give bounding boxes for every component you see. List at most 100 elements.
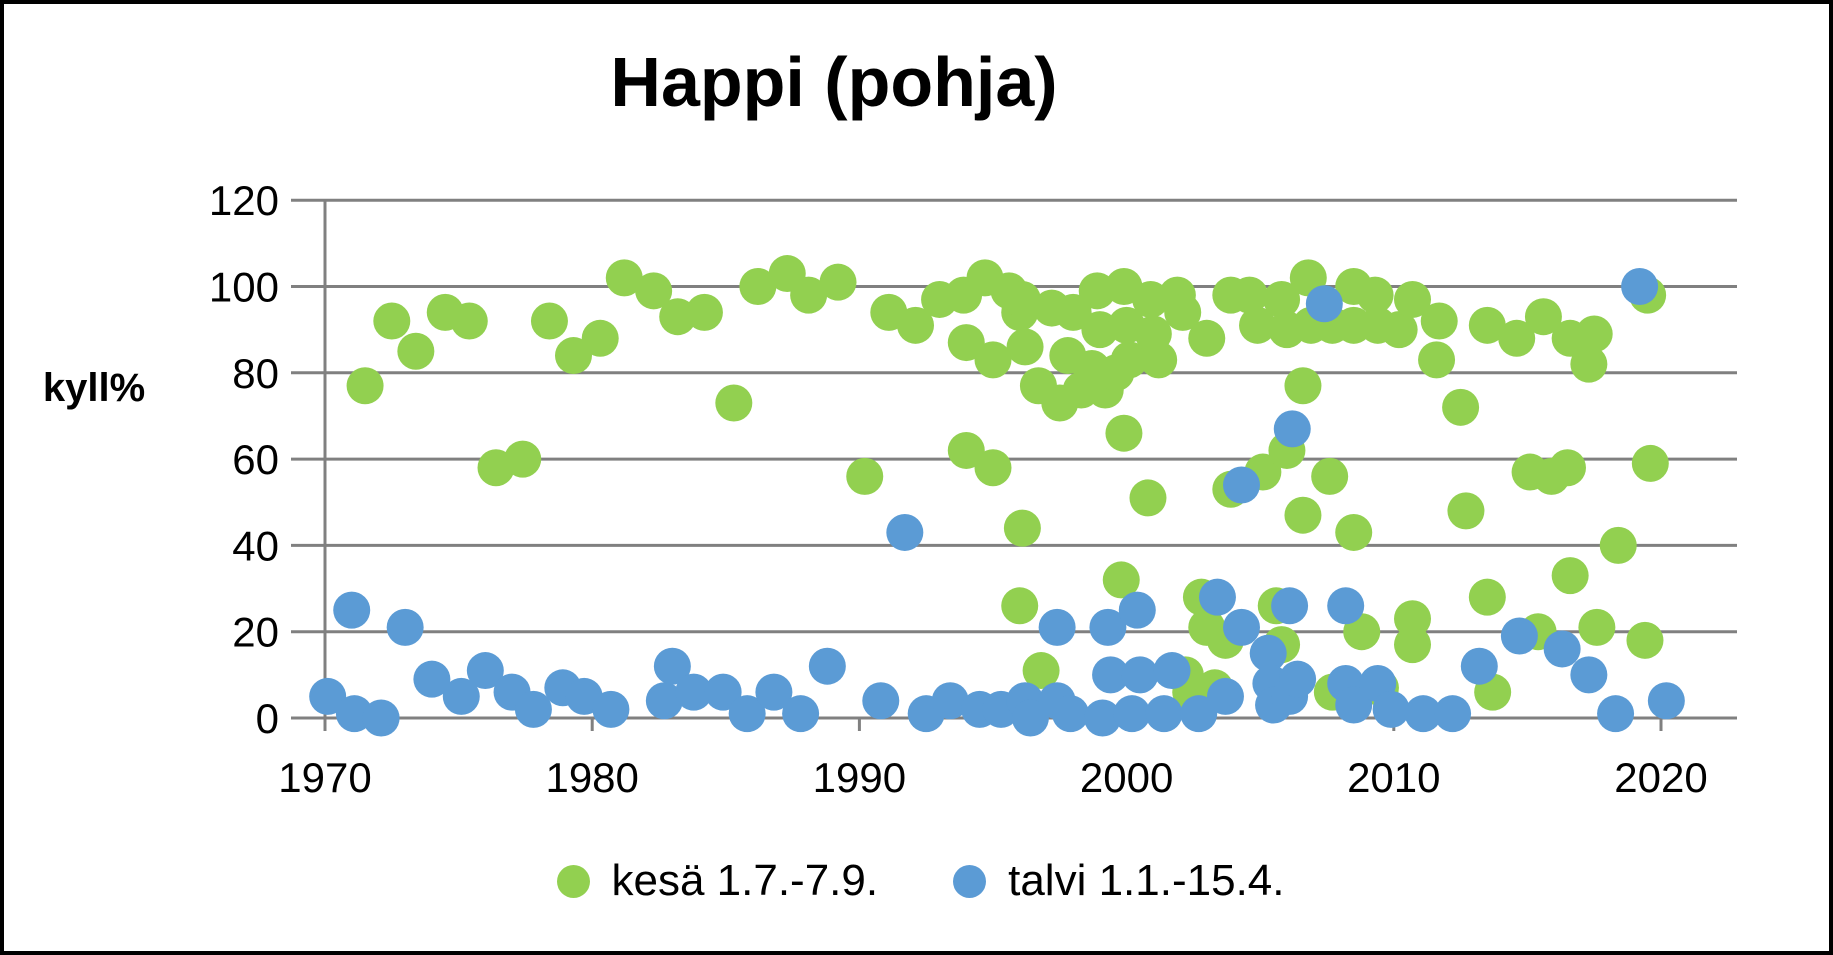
data-point-talvi (645, 682, 683, 720)
data-point-talvi (1249, 634, 1287, 672)
data-point-kesa (504, 440, 542, 478)
data-point-talvi (1621, 268, 1659, 305)
data-point-talvi (514, 690, 552, 728)
kesa-series-label: kesä 1.7.-7.9. (611, 856, 879, 905)
data-point-talvi (1180, 695, 1218, 733)
data-point-talvi (1305, 285, 1343, 323)
data-point-talvi (1222, 466, 1260, 504)
data-point-kesa (1468, 306, 1506, 344)
data-point-talvi (886, 513, 924, 551)
data-point-talvi (1327, 587, 1365, 625)
data-point-talvi (1279, 660, 1317, 698)
data-point-kesa (1003, 280, 1041, 318)
data-point-kesa (947, 324, 985, 362)
data-point-kesa (1335, 513, 1373, 551)
data-point-kesa (1442, 388, 1480, 426)
y-tick-label: 20 (232, 609, 279, 656)
data-point-kesa (1284, 367, 1322, 405)
x-tick-label: 1980 (545, 754, 638, 801)
data-point-talvi (1460, 647, 1498, 685)
data-point-kesa (1284, 496, 1322, 534)
data-point-talvi (675, 673, 713, 711)
legend-item-talvi: talvi 1.1.-15.4. (953, 856, 1284, 906)
data-point-talvi (1372, 690, 1410, 728)
data-point-kesa (1006, 328, 1044, 366)
y-tick-label: 100 (209, 264, 279, 311)
y-tick-label: 80 (232, 350, 279, 397)
data-point-kesa (1311, 457, 1349, 495)
data-point-kesa (1003, 509, 1041, 547)
data-point-talvi (1153, 652, 1191, 690)
data-point-kesa (1140, 341, 1178, 379)
data-point-kesa (739, 268, 777, 305)
data-point-kesa (1447, 492, 1485, 530)
y-tick-label: 40 (232, 522, 279, 569)
data-point-kesa (635, 272, 673, 310)
data-point-kesa (1498, 319, 1536, 357)
data-point-kesa (530, 302, 568, 340)
data-point-kesa (1001, 587, 1039, 625)
data-point-kesa (1578, 608, 1616, 646)
legend-item-kesa: kesä 1.7.-7.9. (556, 856, 879, 906)
x-tick-label: 2000 (1080, 754, 1173, 801)
data-point-talvi (442, 677, 480, 715)
y-tick-label: 120 (209, 177, 279, 224)
data-point-talvi (309, 677, 347, 715)
x-tick-label: 2010 (1347, 754, 1440, 801)
data-point-kesa (819, 263, 857, 301)
data-point-kesa (846, 457, 884, 495)
data-point-kesa (1575, 315, 1613, 353)
data-point-talvi (782, 695, 820, 733)
data-point-kesa (1188, 319, 1226, 357)
data-point-kesa (1420, 302, 1458, 340)
data-point-kesa (605, 259, 643, 297)
data-point-kesa (1356, 276, 1394, 314)
data-point-talvi (1206, 677, 1244, 715)
data-point-kesa (1524, 298, 1562, 336)
data-point-talvi (1222, 608, 1260, 646)
y-tick-label: 0 (256, 695, 279, 742)
data-point-kesa (1164, 293, 1202, 331)
data-point-talvi (862, 682, 900, 720)
data-point-talvi (1198, 578, 1236, 616)
data-point-kesa (1468, 578, 1506, 616)
data-point-talvi (466, 652, 504, 690)
data-point-kesa (897, 306, 935, 344)
data-point-kesa (715, 384, 753, 422)
data-point-kesa (1239, 306, 1277, 344)
data-point-talvi (386, 608, 424, 646)
data-point-kesa (1110, 341, 1148, 379)
talvi-series-marker-icon (953, 864, 987, 898)
y-axis-title: kyll% (42, 366, 146, 410)
data-point-kesa (974, 449, 1012, 487)
data-point-talvi (1500, 617, 1538, 655)
data-point-kesa (581, 319, 619, 357)
data-point-talvi (653, 647, 691, 685)
data-point-kesa (1551, 557, 1589, 595)
data-point-talvi (808, 647, 846, 685)
data-point-kesa (685, 293, 723, 331)
data-point-kesa (1380, 311, 1418, 349)
data-point-kesa (1626, 621, 1664, 659)
data-point-kesa (1102, 561, 1140, 599)
data-point-kesa (1022, 652, 1060, 690)
legend: kesä 1.7.-7.9. talvi 1.1.-15.4. (4, 856, 1829, 906)
data-point-talvi (1084, 699, 1122, 737)
data-point-kesa (1418, 341, 1456, 379)
data-point-talvi (1434, 695, 1472, 733)
data-point-talvi (1113, 695, 1151, 733)
scatter-plot: 0 20 40 60 80 100 120 1970 1980 1990 2000 2010 2020 (209, 177, 1737, 801)
data-point-kesa (1394, 600, 1432, 638)
data-point-talvi (1647, 682, 1685, 720)
talvi-series-label: talvi 1.1.-15.4. (1008, 856, 1285, 905)
chart-title: Happi (pohja) (610, 43, 1058, 121)
data-point-kesa (450, 302, 488, 340)
data-point-talvi (1597, 695, 1635, 733)
data-point-talvi (413, 660, 451, 698)
data-point-kesa (1263, 280, 1301, 318)
data-point-talvi (728, 695, 766, 733)
data-point-kesa (346, 367, 384, 405)
data-point-talvi (1092, 656, 1130, 694)
data-point-talvi (1145, 695, 1183, 733)
